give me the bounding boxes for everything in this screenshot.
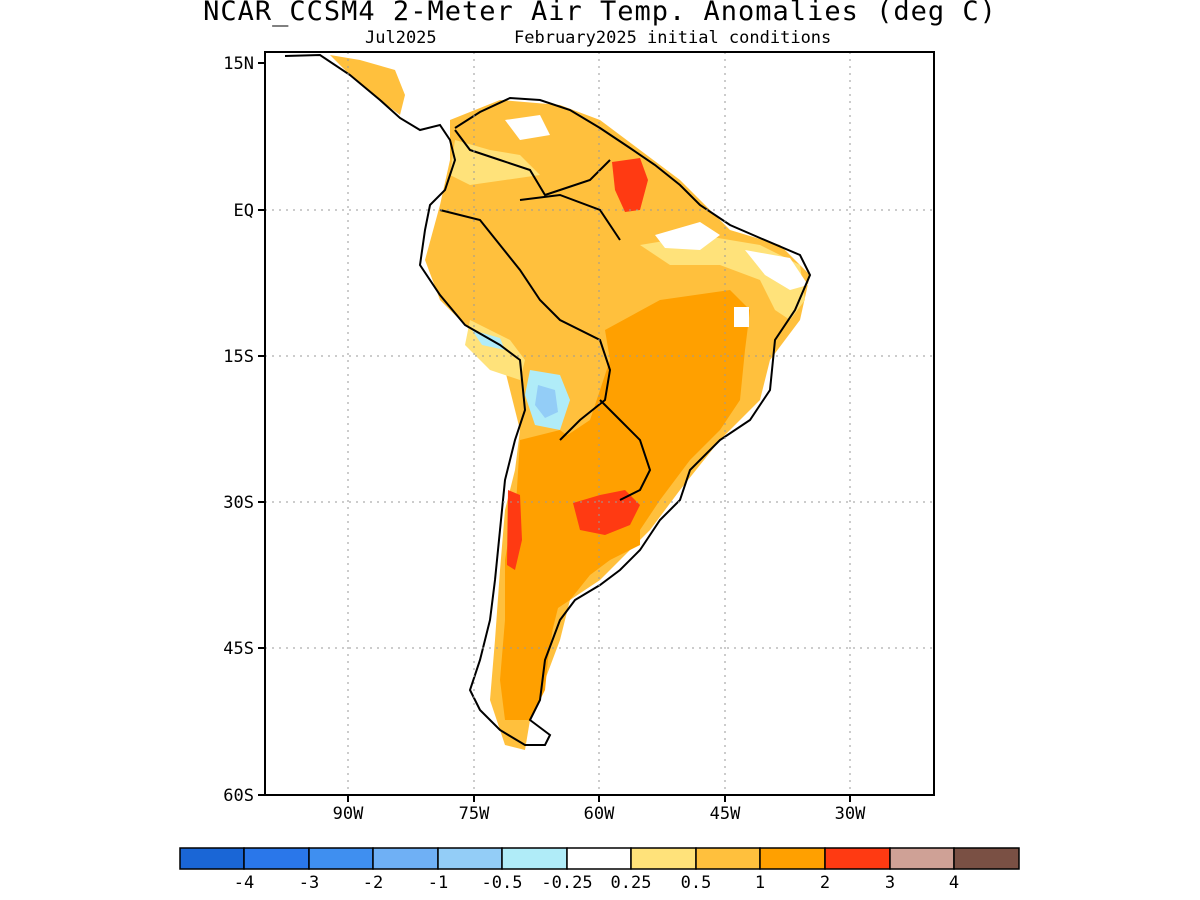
anomaly-region-neutral-coast [745, 250, 808, 290]
lon-label-45w: 45W [710, 804, 741, 824]
lat-tick-marks [258, 62, 265, 796]
colorbar-label: 1 [755, 873, 765, 893]
colorbar-swatch-10 [824, 847, 891, 870]
lat-label-15s: 15S [223, 347, 254, 367]
coastlines [284, 53, 812, 746]
anomaly-region-hot-chile [507, 490, 522, 570]
anomaly-region-neutral-ne [655, 222, 720, 250]
colorbar-swatch-6 [566, 847, 632, 870]
colorbar: -4 -3 -2 -1 -0.5 -0.25 0.25 0.5 1 2 3 4 [179, 847, 1020, 893]
initial-conditions: February2025 initial conditions [514, 28, 832, 48]
colorbar-swatch-9 [759, 847, 826, 870]
anomaly-region-neutral-north [505, 115, 550, 140]
colorbar-label: -3 [299, 873, 319, 893]
lon-label-90w: 90W [333, 804, 364, 824]
lon-label-75w: 75W [459, 804, 490, 824]
colorbar-label: -2 [363, 873, 383, 893]
colorbar-label: 0.25 [611, 873, 652, 893]
lat-label-30s: 30S [223, 493, 254, 513]
anomaly-region-neg-peru [472, 330, 505, 350]
forecast-month: Jul2025 [365, 28, 437, 48]
colorbar-swatch-0 [179, 847, 245, 870]
colorbar-swatch-1 [243, 847, 310, 870]
lon-label-30w: 30W [835, 804, 866, 824]
colorbar-label: -1 [428, 873, 448, 893]
colorbar-label: 2 [820, 873, 830, 893]
colorbar-swatch-4 [437, 847, 503, 870]
colorbar-swatch-3 [372, 847, 439, 870]
anomaly-region-hot-pampas [573, 490, 640, 535]
colorbar-label: -0.25 [541, 873, 592, 893]
colorbar-label: -0.5 [482, 873, 523, 893]
gridlines [265, 52, 934, 795]
lon-tick-marks [347, 795, 851, 802]
colorbar-label: -4 [234, 873, 254, 893]
colorbar-label: 0.5 [681, 873, 712, 893]
colorbar-label: 3 [885, 873, 895, 893]
colorbar-swatch-7 [630, 847, 697, 870]
colorbar-swatch-5 [501, 847, 568, 870]
colorbar-swatch-8 [695, 847, 761, 870]
anomaly-field [330, 55, 810, 750]
anomaly-region-hot-suriname [612, 158, 648, 212]
lon-label-60w: 60W [584, 804, 615, 824]
lat-label-15n: 15N [223, 54, 254, 74]
colorbar-swatch-12 [953, 847, 1020, 870]
anomaly-region-neg-altiplano-core [535, 385, 558, 418]
anomaly-region-neutral-box [734, 307, 749, 327]
lat-label-45s: 45S [223, 639, 254, 659]
lat-label-60s: 60S [223, 786, 254, 806]
lat-label-eq: EQ [234, 201, 254, 221]
map-title: NCAR_CCSM4 2-Meter Air Temp. Anomalies (… [203, 0, 997, 27]
colorbar-swatch-2 [308, 847, 374, 870]
colorbar-swatch-11 [889, 847, 955, 870]
colorbar-label: 4 [949, 873, 959, 893]
anomaly-region-central-america [330, 55, 405, 115]
